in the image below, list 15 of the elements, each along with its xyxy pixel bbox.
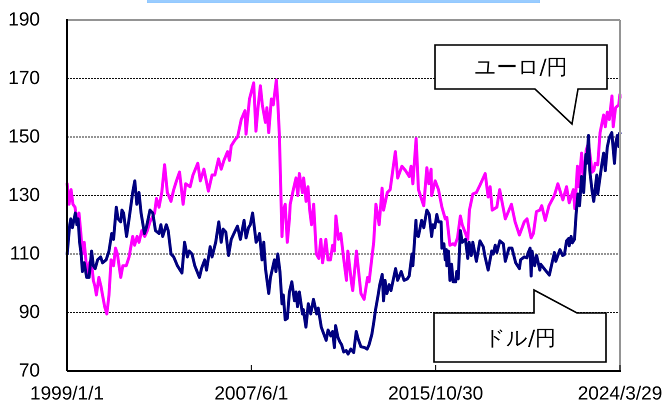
x-tick-label: 2007/6/1 [214,384,288,404]
y-tick-label: 70 [18,360,40,382]
line-series [66,131,622,356]
x-tick-label: 2015/10/30 [388,384,484,404]
x-tick-label: 1999/1/1 [30,384,104,404]
y-tick-label: 150 [8,126,40,148]
text: ドル/円 [484,326,556,350]
text: ユーロ/円 [474,55,568,79]
y-tick-label: 190 [8,10,40,30]
x-tick-label: 2024/3/29 [578,384,662,404]
y-tick-label: 110 [10,244,40,264]
y-tick-label: 90 [18,302,40,323]
y-tick-label: 170 [8,68,40,89]
line-series [66,78,622,316]
y-tick-label: 130 [8,185,40,206]
